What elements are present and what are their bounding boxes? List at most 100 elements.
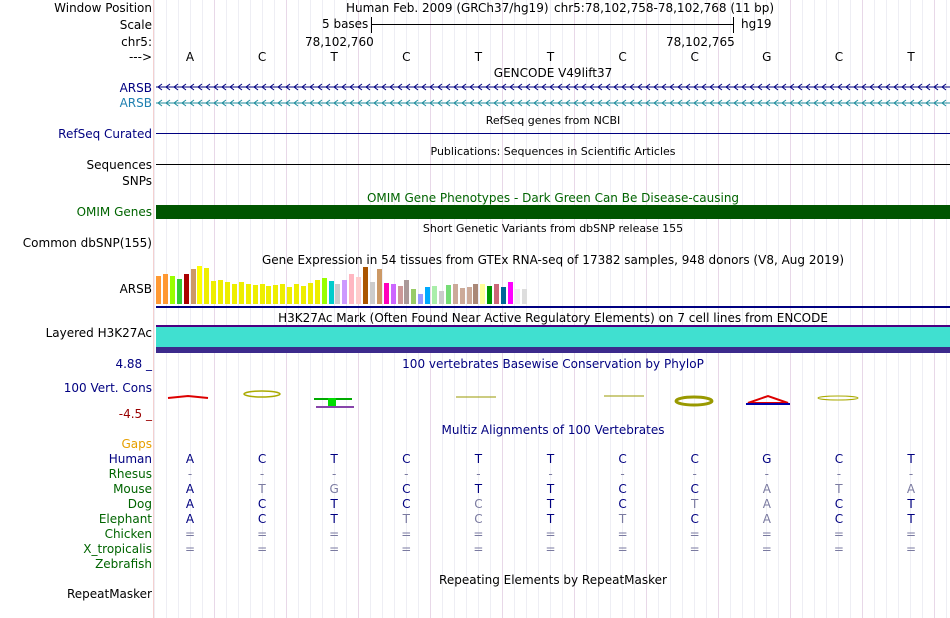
- dbsnp-label[interactable]: Common dbSNP(155): [22, 236, 152, 250]
- gtex-tissue-bar[interactable]: [204, 268, 210, 304]
- phylop-logo[interactable]: [156, 385, 950, 411]
- refseq-label[interactable]: RefSeq Curated: [58, 127, 152, 141]
- gtex-tissue-bar[interactable]: [507, 282, 513, 304]
- strand-chevron: [189, 99, 195, 107]
- gtex-tissue-bar[interactable]: [287, 287, 293, 304]
- gtex-tissue-bar[interactable]: [218, 280, 224, 304]
- strand-chevron: [637, 99, 643, 107]
- gtex-tissue-bar[interactable]: [266, 286, 272, 304]
- gtex-tissue-bar[interactable]: [501, 287, 506, 304]
- gtex-tissue-bar[interactable]: [335, 284, 341, 304]
- strand-chevron: [301, 99, 307, 107]
- gtex-tissue-bar[interactable]: [425, 287, 431, 304]
- gtex-tissue-bar[interactable]: [300, 286, 306, 304]
- gtex-tissue-bar[interactable]: [445, 285, 451, 304]
- refseq-title: RefSeq genes from NCBI: [485, 114, 621, 127]
- gtex-tissue-bar[interactable]: [521, 289, 527, 304]
- strand-chevron: [221, 83, 227, 91]
- gene-arsb-label-2[interactable]: ARSB: [119, 96, 152, 110]
- refseq-gene-line[interactable]: [156, 133, 950, 134]
- gtex-tissue-bar[interactable]: [356, 277, 362, 304]
- publications-line[interactable]: [156, 164, 950, 165]
- gene-arsb-label-1[interactable]: ARSB: [119, 81, 152, 95]
- gtex-tissue-bar[interactable]: [238, 282, 244, 304]
- strand-chevron: [533, 99, 539, 107]
- gtex-label[interactable]: ARSB: [119, 282, 152, 296]
- gene-arsb-track-1[interactable]: [156, 81, 950, 93]
- gaps-label[interactable]: Gaps: [121, 437, 152, 451]
- gtex-tissue-bar[interactable]: [376, 269, 382, 304]
- h3k27ac-label[interactable]: Layered H3K27Ac: [45, 326, 152, 340]
- gtex-tissue-bar[interactable]: [280, 284, 286, 304]
- gtex-tissue-bar[interactable]: [211, 281, 217, 304]
- species-label[interactable]: Chicken: [104, 527, 152, 541]
- gtex-tissue-bar[interactable]: [494, 284, 500, 304]
- base-letter: C: [402, 50, 411, 64]
- species-label[interactable]: Elephant: [98, 512, 152, 526]
- species-label[interactable]: Mouse: [113, 482, 152, 496]
- gtex-tissue-bar[interactable]: [294, 284, 299, 304]
- gtex-tissue-bar[interactable]: [480, 284, 486, 304]
- rmsk-label[interactable]: RepeatMasker: [66, 587, 152, 601]
- species-label[interactable]: Zebrafish: [95, 557, 152, 571]
- strand-chevron: [885, 83, 891, 91]
- h3k27ac-signal[interactable]: [156, 327, 950, 347]
- species-label[interactable]: X_tropicalis: [83, 542, 152, 556]
- gtex-tissue-bar[interactable]: [349, 274, 355, 304]
- gtex-tissue-bar[interactable]: [466, 287, 472, 304]
- gtex-tissue-bar[interactable]: [156, 276, 161, 304]
- omim-label[interactable]: OMIM Genes: [76, 205, 152, 219]
- gtex-tissue-bar[interactable]: [452, 284, 458, 304]
- gtex-tissue-bar[interactable]: [314, 280, 320, 304]
- gtex-tissue-bar[interactable]: [162, 274, 168, 304]
- gtex-tissue-bar[interactable]: [321, 278, 327, 304]
- snps-label[interactable]: SNPs: [122, 174, 152, 188]
- gtex-tissue-bar[interactable]: [273, 285, 279, 304]
- gtex-tissue-bar[interactable]: [397, 286, 403, 304]
- strand-chevron: [365, 83, 371, 91]
- gtex-tissue-bar[interactable]: [438, 291, 444, 304]
- gtex-tissue-bar[interactable]: [307, 283, 313, 304]
- base-letter: G: [762, 50, 772, 64]
- gtex-tissue-bar[interactable]: [383, 283, 389, 304]
- gtex-tissue-bar[interactable]: [231, 284, 237, 304]
- strand-chevron: [421, 83, 427, 91]
- strand-chevron: [693, 99, 699, 107]
- gtex-tissue-bar[interactable]: [183, 274, 189, 304]
- gtex-tissue-bar[interactable]: [225, 282, 230, 304]
- species-label[interactable]: Dog: [127, 497, 152, 511]
- strand-chevron: [709, 99, 715, 107]
- gene-arsb-track-2[interactable]: [156, 97, 950, 109]
- sequences-label[interactable]: Sequences: [86, 158, 152, 172]
- gtex-tissue-bar[interactable]: [190, 269, 196, 304]
- species-label[interactable]: Human: [108, 452, 152, 466]
- gtex-tissue-bar[interactable]: [514, 289, 520, 304]
- gtex-tissue-bar[interactable]: [169, 276, 175, 304]
- phylop-label[interactable]: 100 Vert. Cons: [63, 381, 152, 395]
- gtex-tissue-bar[interactable]: [245, 284, 251, 304]
- gtex-tissue-bar[interactable]: [252, 285, 258, 304]
- species-label[interactable]: Rhesus: [108, 467, 152, 481]
- omim-bar[interactable]: [156, 205, 950, 219]
- scale-bases: 5 bases: [322, 17, 369, 31]
- gtex-bar-chart[interactable]: [156, 266, 556, 304]
- gtex-tissue-bar[interactable]: [404, 280, 410, 304]
- gtex-tissue-bar[interactable]: [390, 284, 396, 304]
- chrom-label: chr5:: [121, 35, 152, 49]
- gtex-tissue-bar[interactable]: [432, 286, 437, 304]
- gtex-tissue-bar[interactable]: [363, 267, 368, 304]
- gtex-tissue-bar[interactable]: [197, 266, 203, 304]
- gtex-tissue-bar[interactable]: [459, 288, 465, 304]
- gtex-tissue-bar[interactable]: [487, 286, 493, 304]
- gtex-tissue-bar[interactable]: [342, 280, 348, 304]
- gtex-tissue-bar[interactable]: [176, 279, 182, 304]
- gtex-tissue-bar[interactable]: [418, 294, 424, 304]
- gtex-tissue-bar[interactable]: [369, 282, 375, 304]
- strand-chevron: [893, 83, 899, 91]
- gtex-tissue-bar[interactable]: [328, 281, 334, 304]
- gtex-tissue-bar[interactable]: [411, 289, 417, 304]
- strand-chevron: [685, 99, 691, 107]
- alignment-base: T: [691, 497, 699, 511]
- gtex-tissue-bar[interactable]: [259, 284, 265, 304]
- gtex-tissue-bar[interactable]: [473, 284, 479, 304]
